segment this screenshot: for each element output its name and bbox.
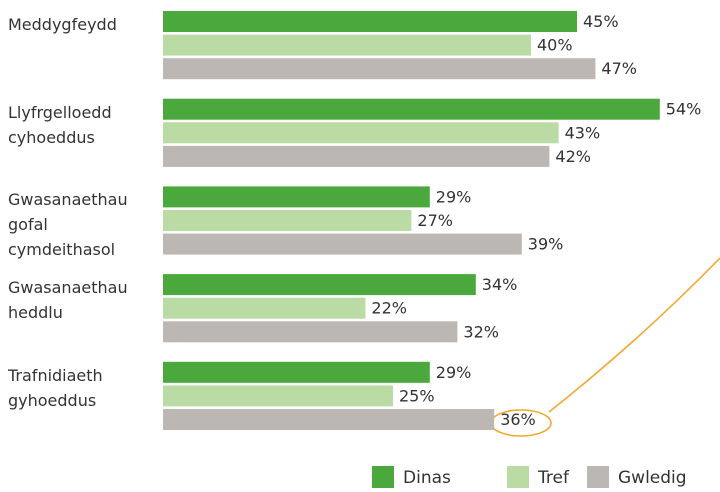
category-label: Meddygfeydd (8, 15, 117, 34)
legend-label: Tref (537, 468, 570, 488)
bar (163, 385, 393, 407)
legend-swatch (372, 466, 394, 488)
category-label: Trafnidiaeth gyhoeddus (8, 365, 103, 410)
legend-label: Gwledig (618, 468, 687, 488)
value-label: 42% (555, 147, 591, 166)
value-label: 43% (565, 123, 601, 142)
legend-swatch (587, 466, 609, 488)
value-label: 45% (583, 12, 619, 31)
bar (163, 122, 559, 144)
value-label: 47% (601, 59, 637, 78)
bar (163, 11, 577, 32)
bar (163, 409, 495, 430)
bar (163, 186, 430, 208)
value-label: 25% (399, 386, 435, 405)
bar (163, 361, 430, 383)
value-label: 39% (528, 235, 564, 254)
value-label: 34% (482, 275, 518, 294)
value-label: 29% (436, 187, 472, 206)
bar (163, 274, 476, 296)
value-label: 36% (500, 410, 536, 429)
bar (163, 297, 366, 319)
category-label: Gwasanaethau gofal cymdeithasol (8, 190, 128, 260)
bar (163, 233, 522, 255)
value-label: 22% (371, 299, 407, 318)
bar (163, 58, 596, 80)
value-label: 54% (666, 100, 702, 119)
bar (163, 321, 458, 343)
bar (163, 98, 660, 120)
value-label: 27% (417, 211, 453, 230)
bar (163, 210, 412, 231)
value-label: 40% (537, 36, 573, 55)
annotation-line (548, 257, 720, 413)
value-label: 32% (463, 322, 499, 341)
category-label: Llyfrgelloedd cyhoeddus (8, 102, 112, 147)
bar (163, 145, 550, 167)
value-label: 29% (436, 363, 472, 382)
category-label: Gwasanaethau heddlu (8, 278, 128, 323)
bar (163, 34, 531, 56)
legend-label: Dinas (403, 468, 451, 488)
legend-swatch (507, 466, 529, 488)
